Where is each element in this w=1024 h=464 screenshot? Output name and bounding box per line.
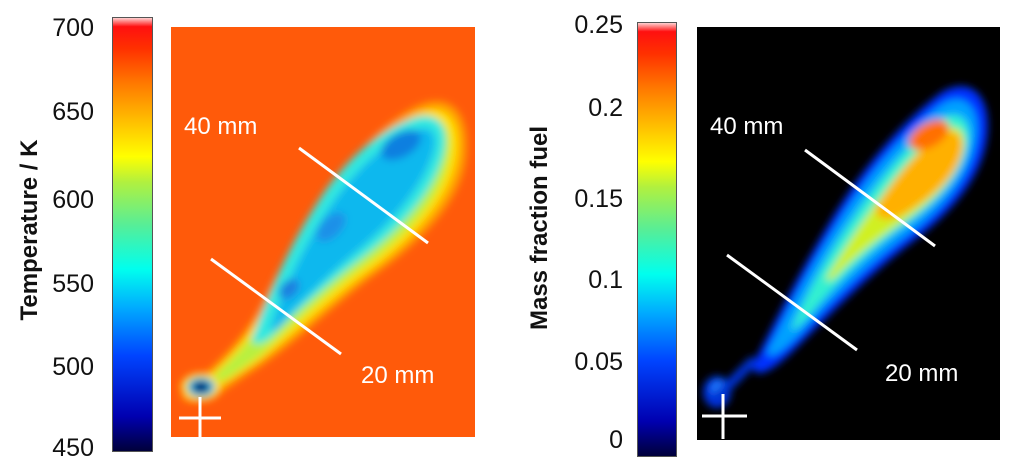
temp-annotation-40mm: 40 mm [184, 113, 258, 140]
temp-tick-550: 550 [52, 270, 94, 298]
mass-fraction-colorbar [637, 22, 677, 457]
fuel-tick-0.25: 0.25 [574, 11, 623, 39]
fuel-annotation-20mm: 20 mm [885, 360, 959, 387]
temp-tick-700: 700 [52, 14, 94, 42]
temperature-axis-label: Temperature / K [16, 139, 43, 321]
temperature-field-image: 40 mm 20 mm [171, 27, 475, 437]
fuel-annotation-40mm: 40 mm [710, 113, 784, 140]
temp-tick-600: 600 [52, 186, 94, 214]
temp-annotation-20mm: 20 mm [361, 362, 435, 389]
fuel-plume-svg [702, 86, 988, 439]
fuel-tick-0.05: 0.05 [574, 348, 623, 376]
temperature-plume-svg [179, 101, 467, 437]
fuel-tick-0.15: 0.15 [574, 185, 623, 213]
mass-fraction-axis-label: Mass fraction fuel [526, 125, 553, 330]
mass-fraction-field-image: 40 mm 20 mm [697, 27, 1000, 440]
temp-tick-650: 650 [52, 98, 94, 126]
fuel-tick-0: 0 [609, 426, 623, 454]
temperature-colorbar [112, 17, 153, 452]
temp-tick-450: 450 [52, 434, 94, 462]
fuel-tick-0.2: 0.2 [588, 94, 623, 122]
temp-tick-500: 500 [52, 353, 94, 381]
fuel-tick-0.1: 0.1 [588, 266, 623, 294]
